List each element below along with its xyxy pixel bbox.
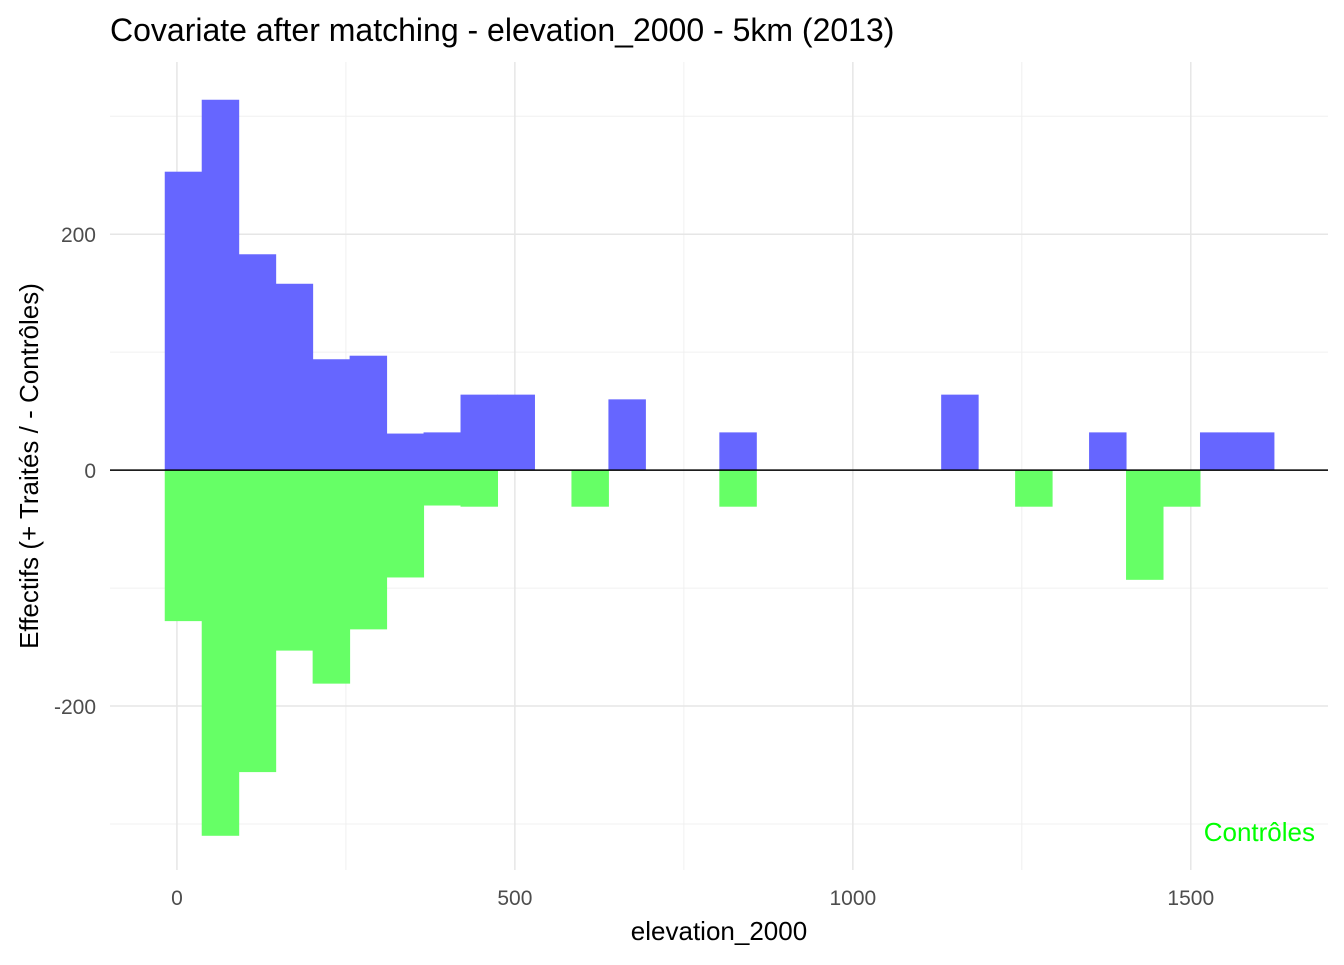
x-tick-label: 500 [497, 887, 532, 910]
bar-control [386, 470, 425, 578]
bar-treated [1089, 432, 1127, 471]
bar-treated [164, 171, 203, 471]
bar-treated [349, 355, 388, 471]
bar-treated [460, 394, 499, 471]
bar-treated [275, 283, 314, 471]
bar-control [275, 470, 314, 651]
tick-labels: 0 500 1000 1500 -200 0 200 [54, 224, 1214, 910]
bar-treated [1236, 432, 1275, 471]
bar-treated [423, 432, 462, 471]
y-axis-label: Effectifs (+ Traités / - Contrôles) [14, 283, 44, 649]
bar-control [460, 470, 499, 507]
y-tick-label: 200 [61, 224, 96, 247]
bar-control [571, 470, 609, 507]
x-tick-label: 1500 [1167, 887, 1214, 910]
bar-control [719, 470, 757, 507]
bar-control [1126, 470, 1164, 580]
bar-treated [608, 399, 646, 471]
bar-treated [719, 432, 757, 471]
chart-title: Covariate after matching - elevation_200… [110, 12, 894, 48]
y-tick-label: -200 [54, 696, 96, 719]
bar-control [1163, 470, 1201, 507]
x-axis-label: elevation_2000 [631, 916, 807, 946]
bar-treated [386, 433, 425, 471]
bar-control [312, 470, 351, 684]
bar-treated [312, 359, 351, 471]
bar-treated [941, 394, 979, 471]
x-tick-label: 1000 [829, 887, 876, 910]
controls-annotation: Contrôles [1204, 817, 1315, 847]
bar-control [238, 470, 277, 773]
bar-treated [1199, 432, 1238, 471]
bar-control [1015, 470, 1053, 507]
bar-treated [238, 254, 277, 471]
bars [164, 99, 1275, 836]
y-tick-label: 0 [84, 460, 96, 483]
bar-control [423, 470, 462, 506]
bar-treated [201, 99, 240, 471]
bar-control [164, 470, 203, 622]
bar-treated [497, 394, 535, 471]
bar-control [349, 470, 388, 630]
bar-control [201, 470, 240, 836]
x-tick-label: 0 [171, 887, 183, 910]
